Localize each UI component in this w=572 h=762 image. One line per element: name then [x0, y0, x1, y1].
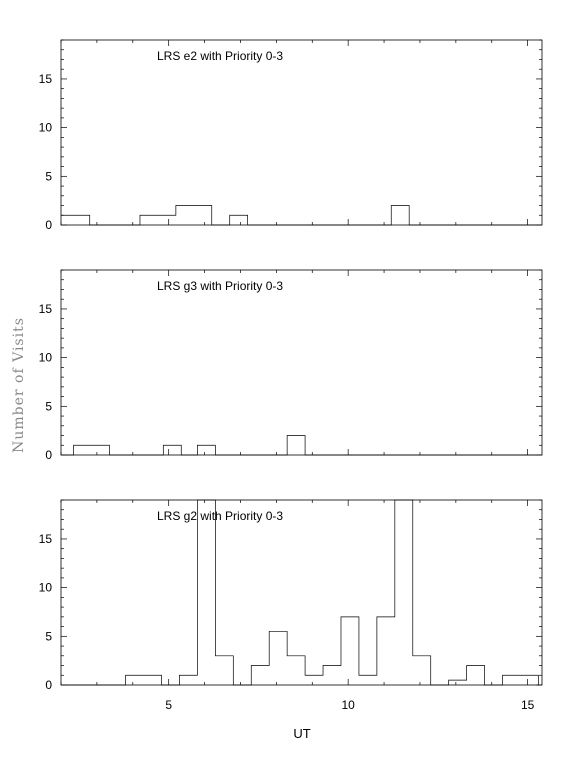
histogram-step-line	[61, 205, 542, 226]
y-tick-label: 5	[45, 629, 52, 643]
y-tick-label: 0	[45, 448, 52, 462]
y-tick-label: 10	[39, 351, 53, 365]
histogram-panel-3: 0 5 10 15 5 10 15 LRS g2 with Priority 0-3	[39, 499, 543, 712]
histogram-step-line	[61, 499, 542, 686]
histogram-panels: 0 5 10 15 LRS e2 with Priority 0-3 0 5 10 15 LRS …	[39, 39, 543, 712]
x-tick-label: 5	[165, 698, 172, 712]
y-tick-label: 10	[39, 121, 53, 135]
x-axis-label: UT	[293, 726, 310, 741]
y-tick-label: 5	[45, 399, 52, 413]
panel-title: LRS g2 with Priority 0-3	[157, 509, 283, 523]
plot-frame	[60, 269, 543, 456]
y-tick-label: 15	[39, 532, 53, 546]
histogram-step-line	[61, 435, 542, 456]
panel-title: LRS e2 with Priority 0-3	[157, 49, 283, 63]
y-tick-label: 15	[39, 302, 53, 316]
histogram-panel-2: 0 5 10 15 LRS g3 with Priority 0-3	[39, 269, 543, 462]
y-tick-label: 15	[39, 72, 53, 86]
y-axis-label: Number of Visits	[11, 317, 27, 453]
plot-frame	[60, 499, 543, 686]
plot-frame	[60, 39, 543, 226]
histogram-panel-1: 0 5 10 15 LRS e2 with Priority 0-3	[39, 39, 543, 232]
y-tick-label: 5	[45, 169, 52, 183]
x-tick-label: 10	[341, 698, 355, 712]
y-tick-label: 10	[39, 581, 53, 595]
y-tick-label: 0	[45, 678, 52, 692]
panel-title: LRS g3 with Priority 0-3	[157, 279, 283, 293]
x-tick-label: 15	[521, 698, 535, 712]
y-tick-label: 0	[45, 218, 52, 232]
